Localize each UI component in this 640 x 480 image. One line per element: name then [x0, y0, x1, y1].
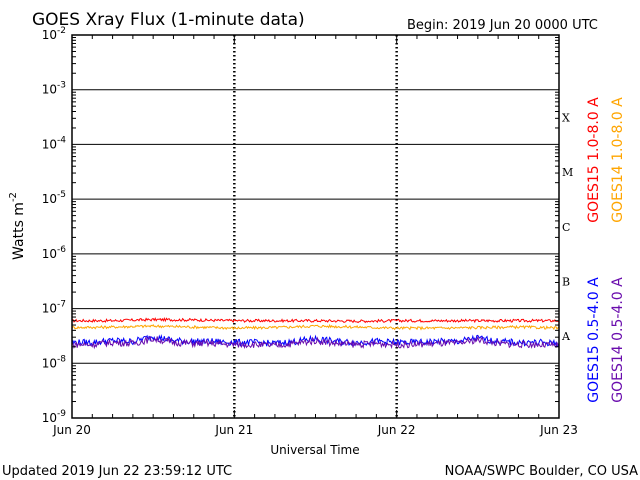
series-line	[71, 323, 560, 331]
updated-label: Updated 2019 Jun 22 23:59:12 UTC	[2, 464, 232, 479]
y-tick-label: 10-2	[42, 26, 66, 42]
y-tick-label: 10-9	[42, 409, 67, 425]
y-tick-base: 10	[42, 356, 57, 370]
x-tick-label: Jun 22	[377, 423, 416, 437]
x-tick-label: Jun 21	[214, 423, 253, 437]
legend-label: GOES15 1.0-8.0 A	[586, 97, 602, 223]
y-tick-label: 10-7	[42, 300, 66, 316]
credit-label: NOAA/SWPC Boulder, CO USA	[445, 464, 638, 479]
y-tick-base: 10	[42, 302, 57, 316]
flare-class-label: A	[561, 330, 571, 343]
y-tick-base: 10	[42, 137, 57, 151]
flare-class-label: B	[562, 275, 570, 288]
y-tick-label: 10-5	[42, 190, 66, 206]
chart-title: GOES Xray Flux (1-minute data)	[32, 10, 305, 30]
legend-entry: GOES14 0.5-4.0 A	[610, 277, 626, 403]
begin-label: Begin: 2019 Jun 20 0000 UTC	[407, 18, 598, 33]
y-tick-base: 10	[42, 411, 57, 425]
x-tick-label: Jun 20	[52, 423, 91, 437]
y-tick-exp: -5	[57, 190, 66, 200]
y-tick-exp: -4	[57, 135, 66, 145]
y-tick-exp: -2	[57, 26, 66, 36]
legend-right: GOES15 1.0-8.0 A GOES14 1.0-8.0 A GOES15 0…	[586, 97, 626, 403]
flare-class-labels: X M C B A	[561, 111, 573, 343]
plot-frame	[71, 34, 560, 419]
series-line	[72, 316, 560, 324]
y-tick-label: 10-4	[42, 135, 67, 151]
y-tick-base: 10	[42, 28, 57, 42]
y-tick-label: 10-8	[42, 354, 67, 370]
x-axis-title: Universal Time	[270, 443, 359, 457]
y-tick-base: 10	[42, 192, 57, 206]
legend-label: GOES14 0.5-4.0 A	[610, 277, 626, 403]
legend-entry: GOES15 1.0-8.0 A	[586, 97, 602, 223]
y-tick-label: 10-6	[42, 245, 67, 261]
y-tick-exp: -7	[57, 300, 66, 310]
y-axis-title: Watts m-2	[8, 192, 27, 260]
legend-label: GOES14 1.0-8.0 A	[610, 97, 626, 223]
y-tick-exp: -8	[57, 354, 66, 364]
x-axis: Jun 20 Jun 21 Jun 22 Jun 23	[52, 35, 578, 437]
flare-class-label: C	[562, 221, 570, 234]
y-tick-base: 10	[42, 247, 57, 261]
gridlines	[72, 34, 559, 419]
y-axis-title-exp: -2	[8, 192, 19, 202]
flare-class-label: X	[562, 111, 570, 124]
legend-entry: GOES14 1.0-8.0 A	[610, 97, 626, 223]
y-axis: 10-210-310-410-510-610-710-810-9	[42, 26, 559, 425]
svg-text:Watts m-2: Watts m-2	[8, 192, 27, 260]
y-axis-title-base: Watts m	[11, 202, 27, 260]
y-tick-exp: -3	[57, 81, 66, 91]
legend-entry: GOES15 0.5-4.0 A	[586, 277, 602, 403]
y-tick-exp: -6	[57, 245, 66, 255]
y-tick-base: 10	[42, 83, 57, 97]
x-tick-label: Jun 23	[539, 423, 578, 437]
y-tick-label: 10-3	[42, 81, 66, 97]
data-series	[71, 316, 560, 350]
legend-label: GOES15 0.5-4.0 A	[586, 277, 602, 403]
flare-class-label: M	[562, 166, 573, 179]
y-tick-exp: -9	[57, 409, 66, 419]
series-line	[71, 335, 560, 350]
